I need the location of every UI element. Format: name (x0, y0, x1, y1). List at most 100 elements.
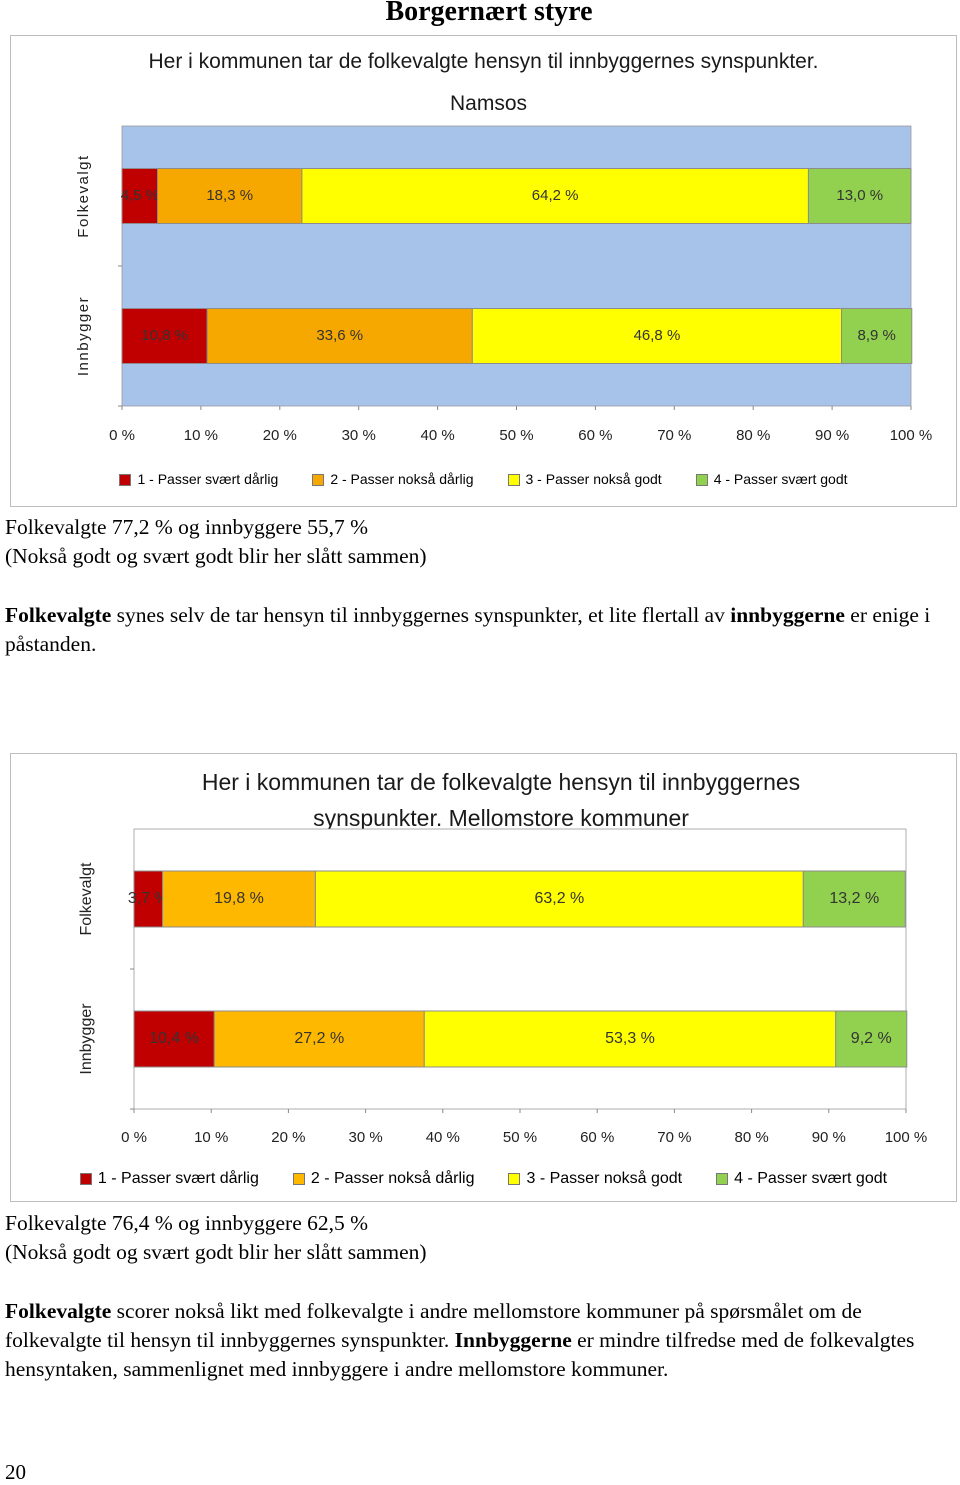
value-label: 10,8 % (141, 327, 188, 344)
value-label: 13,2 % (829, 890, 879, 907)
page-heading: Borgernært styre (385, 0, 593, 27)
summary-line: Folkevalgte 76,4 % og innbyggere 62,5 % (5, 1211, 369, 1235)
x-tick-label: 0 % (121, 1129, 147, 1146)
page-number: 20 (5, 1460, 26, 1484)
bar-segment (471, 308, 843, 364)
bar-segment (807, 168, 912, 224)
chart-title: Her i kommunen tar de folkevalgte hensyn… (201, 769, 801, 831)
text-run: er mindre tilfredse med de folkevalgtes … (5, 1328, 915, 1381)
bar-segment (133, 1010, 215, 1068)
paragraph: Folkevalgte scorer nokså likt med folkev… (5, 1297, 955, 1384)
category-label: Innbygger (78, 1003, 95, 1075)
legend-label: 2 - Passer nokså dårlig (310, 1170, 475, 1187)
legend-swatch (507, 474, 520, 487)
bold-run: Innbyggerne (454, 1328, 572, 1352)
x-tick-label: 10 % (194, 1129, 228, 1146)
bar-segment (835, 1010, 908, 1068)
x-tick-label: 50 % (503, 1129, 537, 1146)
text-run: er enige i påstanden. (5, 603, 931, 656)
x-tick-label: 100 % (890, 427, 933, 444)
bar-segment (423, 1010, 837, 1068)
legend: 1 - Passer svært dårlig 2 - Passer nokså … (11, 471, 956, 487)
x-tick-label: 50 % (499, 427, 533, 444)
legend: 1 - Passer svært dårlig 2 - Passer nokså … (11, 1170, 956, 1188)
legend-item: 1 - Passer svært dårlig (119, 471, 278, 487)
legend-item: 1 - Passer svært dårlig (79, 1170, 259, 1188)
chart-subtitle: Namsos (449, 92, 528, 115)
paragraph: Folkevalgte synes selv de tar hensyn til… (5, 601, 955, 659)
legend-label: 1 - Passer svært dårlig (97, 1170, 259, 1187)
x-tick-label: 30 % (342, 427, 376, 444)
x-tick-label: 80 % (736, 427, 770, 444)
bar-segment (162, 870, 316, 928)
bold-run: Folkevalgte (5, 1299, 112, 1323)
text-run: synes selv de tar hensyn til innbyggerne… (111, 603, 731, 627)
x-tick-label: 10 % (184, 427, 218, 444)
bold-run: Folkevalgte (5, 603, 112, 627)
x-tick-label: 40 % (426, 1129, 460, 1146)
x-tick-label: 0 % (109, 427, 135, 444)
legend-item: 3 - Passer nokså godt (508, 1170, 682, 1188)
legend-swatch (695, 474, 708, 487)
legend-label: 3 - Passer nokså godt (526, 1170, 683, 1187)
category-label: Folkevalgt (75, 154, 92, 237)
legend-swatch (508, 1172, 521, 1185)
chart-title: Her i kommunen tar de folkevalgte hensyn… (148, 50, 819, 73)
value-label: 19,8 % (214, 890, 264, 907)
legend-swatch (716, 1172, 729, 1185)
bar-segment (802, 870, 906, 928)
bar-segment (206, 308, 473, 364)
summary-line: (Nokså godt og svært godt blir her slått… (5, 544, 427, 568)
summary: Folkevalgte 77,2 % og innbyggere 55,7 % … (5, 513, 955, 571)
legend-swatch (312, 474, 325, 487)
x-tick-label: 60 % (580, 1129, 614, 1146)
bold-run: innbyggerne (730, 603, 845, 627)
legend-item: 4 - Passer svært godt (695, 471, 848, 487)
legend-label: 1 - Passer svært dårlig (137, 471, 279, 487)
x-tick-label: 80 % (734, 1129, 768, 1146)
legend-item: 2 - Passer nokså dårlig (312, 471, 474, 487)
x-tick-label: 60 % (578, 427, 612, 444)
bar-segment (213, 1010, 425, 1068)
category-label: Innbygger (75, 296, 92, 376)
x-tick-label: 20 % (263, 427, 297, 444)
value-label: 33,6 % (316, 327, 363, 344)
legend-item: 4 - Passer svært godt (716, 1170, 887, 1188)
summary-line: (Nokså godt og svært godt blir her slått… (5, 1240, 427, 1264)
legend-item: 2 - Passer nokså dårlig (292, 1170, 475, 1188)
legend-label: 4 - Passer svært godt (734, 1170, 888, 1187)
value-label: 27,2 % (294, 1030, 344, 1047)
x-tick-label: 30 % (348, 1129, 382, 1146)
bar-segment (157, 168, 303, 224)
legend-item: 3 - Passer nokså godt (507, 471, 662, 487)
bar-segment (841, 308, 913, 364)
x-tick-label: 70 % (657, 427, 691, 444)
bar-segment (121, 308, 208, 364)
x-tick-label: 90 % (815, 427, 849, 444)
summary-line: Folkevalgte 77,2 % og innbyggere 55,7 % (5, 515, 369, 539)
value-label: 46,8 % (634, 327, 681, 344)
text-run: scorer nokså likt med folkevalgte i andr… (5, 1299, 862, 1352)
bar-segment (314, 870, 804, 928)
value-label: 3,7 % (128, 890, 169, 907)
x-tick-label: 100 % (885, 1129, 928, 1146)
bar-segment (301, 168, 809, 224)
x-tick-label: 20 % (271, 1129, 305, 1146)
x-tick-label: 40 % (420, 427, 454, 444)
value-label: 18,3 % (206, 187, 253, 204)
value-label: 10,4 % (149, 1030, 199, 1047)
x-tick-label: 70 % (657, 1129, 691, 1146)
value-label: 8,9 % (857, 327, 895, 344)
chart: Her i kommunen tar de folkevalgte hensyn… (10, 35, 957, 507)
value-label: 53,3 % (605, 1030, 655, 1047)
legend-label: 4 - Passer svært godt (713, 471, 848, 487)
x-tick-label: 90 % (812, 1129, 846, 1146)
category-label: Folkevalgt (78, 862, 95, 935)
summary: Folkevalgte 76,4 % og innbyggere 62,5 % … (5, 1209, 955, 1267)
legend-swatch (79, 1172, 92, 1185)
chart-svg: 0 % 10 % 20 % 30 % 40 % 50 % 60 % 70 % 80 % 90 % 1… (75, 125, 933, 444)
legend-swatch (292, 1172, 305, 1185)
chart: Her i kommunen tar de folkevalgte hensyn… (10, 753, 957, 1202)
value-label: 64,2 % (532, 187, 579, 204)
